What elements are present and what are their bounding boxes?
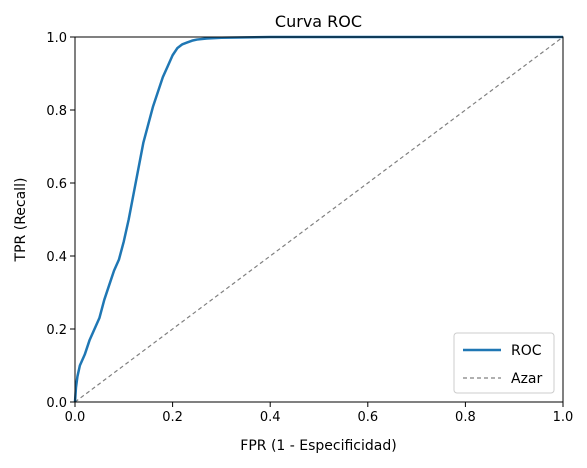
x-tick-label: 0.4	[260, 410, 281, 425]
x-tick-label: 0.8	[455, 410, 476, 425]
y-tick-label: 1.0	[46, 31, 67, 46]
series-layer	[73, 35, 564, 403]
x-tick-label: 0.6	[357, 410, 378, 425]
y-axis-ticks: 0.0 0.2 0.4 0.6 0.8 1.0	[46, 31, 75, 411]
legend: ROC Azar	[453, 332, 555, 394]
y-tick-label: 0.2	[46, 323, 67, 338]
series-line-roc	[73, 35, 563, 403]
x-tick-label: 1.0	[553, 410, 574, 425]
x-axis-ticks: 0.0 0.2 0.4 0.6 0.8 1.0	[65, 402, 574, 425]
y-tick-label: 0.6	[46, 177, 67, 192]
y-tick-label: 0.0	[46, 396, 67, 411]
x-tick-label: 0.0	[65, 410, 86, 425]
legend-label-azar: Azar	[511, 371, 543, 387]
y-tick-label: 0.4	[46, 250, 67, 265]
x-tick-label: 0.2	[162, 410, 183, 425]
plot-area	[73, 35, 564, 403]
x-axis-label: FPR (1 - Especificidad)	[240, 438, 396, 454]
y-tick-label: 0.8	[46, 104, 67, 119]
y-axis-label: TPR (Recall)	[13, 178, 29, 263]
legend-label-roc: ROC	[511, 343, 542, 359]
chart-title: Curva ROC	[275, 12, 362, 31]
series-line-azar	[74, 36, 564, 403]
plot-frame	[74, 36, 564, 403]
